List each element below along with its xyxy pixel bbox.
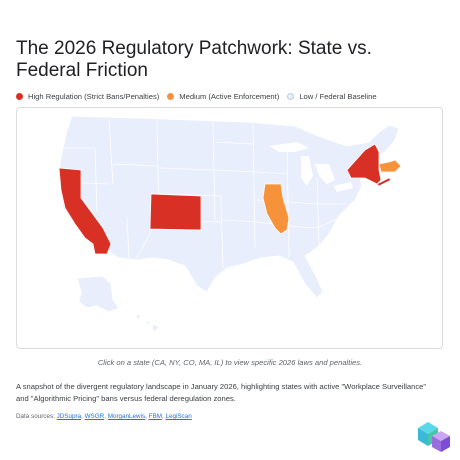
cube-logo-icon (418, 422, 450, 452)
state-il[interactable] (262, 183, 290, 235)
legend: High Regulation (Strict Bans/Penalties) … (16, 92, 385, 101)
legend-swatch-high (16, 93, 23, 100)
state-co[interactable] (149, 193, 202, 231)
alaska (76, 275, 120, 313)
map-container (16, 107, 443, 349)
source-link-morganlewis[interactable]: MorganLewis (107, 413, 146, 420)
source-link-wsgr[interactable]: WSGR (84, 413, 105, 420)
data-sources: Data sources: JDSupra, WSGR, MorganLewis… (16, 413, 192, 420)
source-link-legiscan[interactable]: LegiScan (165, 413, 192, 420)
map-hint: Click on a state (CA, NY, CO, MA, IL) to… (97, 358, 363, 367)
source-link-fbm[interactable]: FBM (148, 413, 162, 420)
state-ca[interactable] (58, 167, 112, 255)
legend-item-high: High Regulation (Strict Bans/Penalties) (16, 92, 159, 101)
source-link-jdsupra[interactable]: JDSupra (56, 413, 82, 420)
chart-title: The 2026 Regulatory Patchwork: State vs.… (16, 38, 372, 81)
hawaii (134, 313, 160, 333)
sources-prefix: Data sources: (16, 413, 57, 420)
state-ma[interactable] (378, 159, 402, 173)
state-ny[interactable] (346, 143, 382, 185)
legend-label-low: Low / Federal Baseline (299, 92, 377, 101)
legend-label-medium: Medium (Active Enforcement) (179, 92, 280, 101)
us-map (58, 115, 402, 333)
legend-swatch-low (287, 93, 295, 100)
legend-item-low: Low / Federal Baseline (287, 92, 377, 101)
legend-item-medium: Medium (Active Enforcement) (167, 92, 279, 101)
great-lakes (269, 142, 353, 192)
description: A snapshot of the divergent regulatory l… (16, 382, 427, 403)
us-mainland (58, 115, 400, 299)
legend-swatch-medium (167, 93, 175, 100)
legend-label-high: High Regulation (Strict Bans/Penalties) (28, 92, 160, 101)
state-ny-long-island[interactable] (376, 177, 392, 187)
